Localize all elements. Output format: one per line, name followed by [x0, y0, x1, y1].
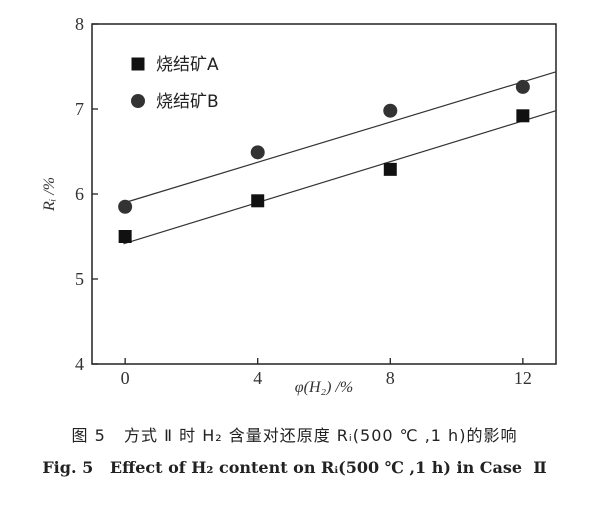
- data-points: [118, 79, 530, 243]
- data-point-circle: [515, 79, 530, 94]
- figure-caption-english: Fig. 5 Effect of H₂ content on Rᵢ(500 ℃ …: [42, 458, 547, 477]
- data-point-square: [383, 162, 397, 176]
- y-tick-label: 6: [75, 184, 84, 204]
- data-point-circle: [250, 145, 265, 160]
- data-point-square: [118, 230, 132, 243]
- legend-marker-circle: [131, 94, 145, 108]
- figure-caption-chinese: 图 5 方式 Ⅱ 时 H₂ 含量对还原度 Rᵢ(500 ℃ ,1 h)的影响: [71, 426, 518, 445]
- legend-label: 烧结矿A: [156, 55, 219, 75]
- axis-ticks: 0 4 8 12 4 5 6 7 8: [75, 14, 532, 388]
- scatter-chart: 0 4 8 12 4 5 6 7 8 烧结矿A 烧结矿B Rᵢ /% φ(H₂) /%: [41, 14, 557, 396]
- data-point-square: [516, 109, 530, 123]
- fit-lines: [123, 71, 557, 245]
- x-tick-label: 0: [121, 368, 130, 388]
- x-axis-title: φ(H₂) /%: [295, 379, 353, 396]
- y-tick-label: 5: [75, 269, 84, 289]
- legend-label: 烧结矿B: [156, 92, 219, 112]
- data-point-circle: [118, 199, 133, 214]
- x-tick-label: 8: [386, 368, 395, 388]
- data-point-circle: [383, 103, 398, 118]
- legend: 烧结矿A 烧结矿B: [131, 55, 219, 112]
- x-tick-label: 12: [514, 368, 532, 388]
- x-tick-label: 4: [253, 368, 262, 388]
- data-point-square: [251, 194, 265, 208]
- legend-marker-square: [131, 57, 145, 71]
- y-tick-label: 7: [75, 99, 84, 119]
- y-tick-label: 4: [75, 354, 84, 374]
- fit-line-series-0: [123, 110, 557, 245]
- y-tick-label: 8: [75, 14, 84, 34]
- fit-line-series-1: [123, 71, 557, 204]
- y-axis-title: Rᵢ /%: [41, 177, 58, 212]
- plot-frame: [91, 23, 557, 365]
